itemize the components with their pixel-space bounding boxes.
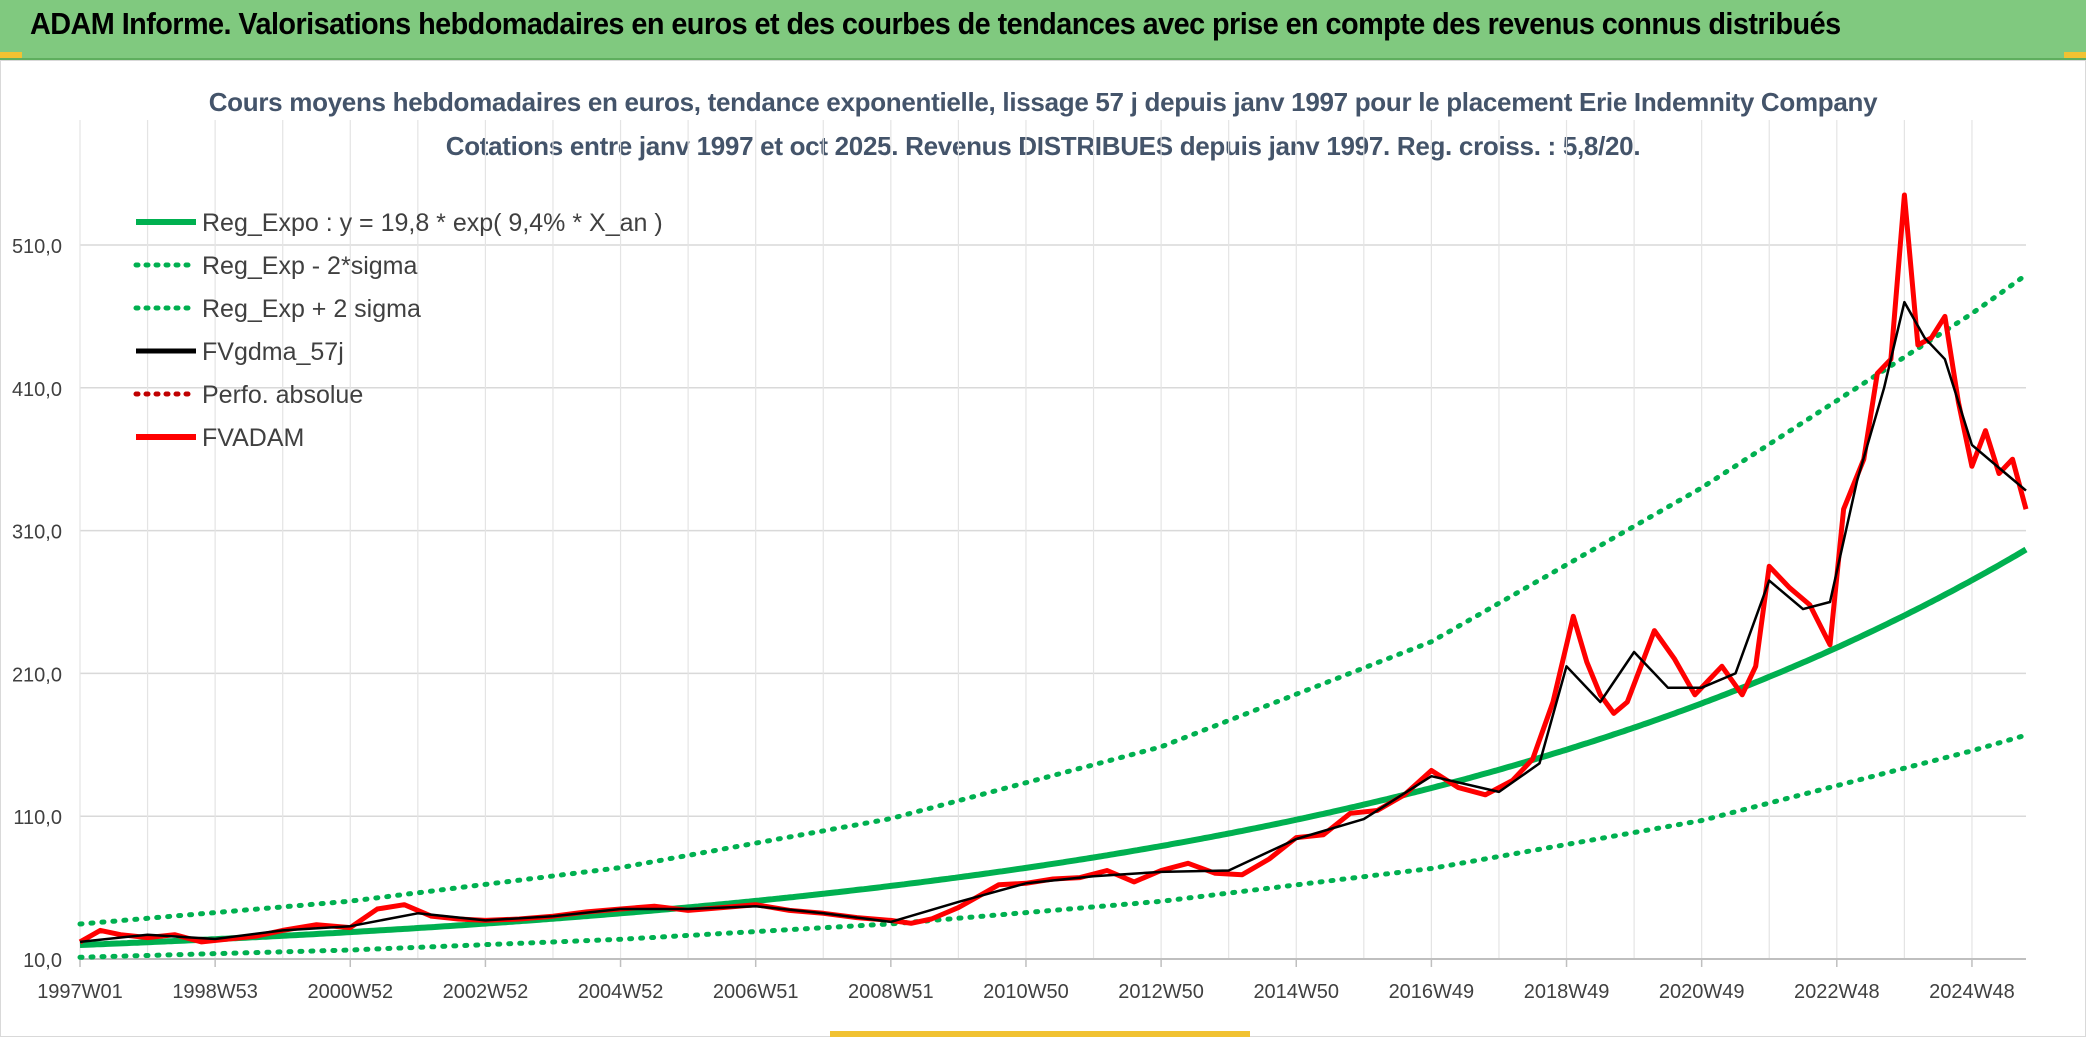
series-reg-minus-2sigma bbox=[77, 732, 2029, 960]
series-lines bbox=[77, 192, 2029, 960]
x-tick-label: 2014W50 bbox=[1253, 981, 1339, 1003]
report-title: ADAM Informe. Valorisations hebdomadaire… bbox=[30, 6, 1841, 41]
chart-subtitle: Cotations entre janv 1997 et oct 2025. R… bbox=[445, 131, 1641, 161]
x-tick-label: 2002W52 bbox=[443, 981, 529, 1003]
x-tick-label: 2008W51 bbox=[848, 981, 934, 1003]
report-header: ADAM Informe. Valorisations hebdomadaire… bbox=[0, 0, 2086, 60]
x-tick-label: 1998W53 bbox=[172, 981, 258, 1003]
series-reg-expo bbox=[79, 546, 2028, 948]
x-tick-label: 2000W52 bbox=[307, 981, 393, 1003]
header-accent-right bbox=[2064, 52, 2086, 58]
grid-lines bbox=[79, 120, 2026, 960]
axes: 10,0 110,0 210,0 310,0 410,0 510,0 1997W01 1998… bbox=[12, 236, 2026, 1003]
x-tick-label: 2022W48 bbox=[1794, 981, 1880, 1003]
y-tick-label: 110,0 bbox=[13, 807, 62, 829]
y-tick-label: 210,0 bbox=[12, 664, 62, 686]
legend-label: Reg_Exp - 2*sigma bbox=[202, 252, 417, 280]
y-tick-label: 410,0 bbox=[12, 379, 62, 401]
footer-accent bbox=[830, 1031, 1250, 1037]
series-fvadam bbox=[78, 192, 2029, 945]
x-tick-label: 1997W01 bbox=[37, 981, 123, 1003]
series-reg-plus-2sigma bbox=[77, 272, 2029, 927]
header-accent-left bbox=[0, 52, 22, 58]
legend-label: FVgdma_57j bbox=[202, 338, 344, 366]
x-tick-label: 2006W51 bbox=[713, 981, 799, 1003]
x-tick-label: 2018W49 bbox=[1524, 981, 1610, 1003]
x-tick-label: 2024W48 bbox=[1929, 981, 2015, 1003]
y-tick-label: 510,0 bbox=[12, 236, 62, 258]
x-tick-label: 2004W52 bbox=[578, 981, 664, 1003]
y-tick-label: 10,0 bbox=[23, 950, 62, 972]
x-tick-label: 2010W50 bbox=[983, 981, 1069, 1003]
legend: Reg_Expo : y = 19,8 * exp( 9,4% * X_an )… bbox=[133, 209, 663, 452]
x-tick-label: 2020W49 bbox=[1659, 981, 1745, 1003]
legend-label: FVADAM bbox=[202, 424, 304, 452]
x-tick-label: 2012W50 bbox=[1118, 981, 1204, 1003]
x-tick-label: 2016W49 bbox=[1389, 981, 1475, 1003]
legend-label: Perfo. absolue bbox=[202, 381, 363, 409]
legend-label: Reg_Expo : y = 19,8 * exp( 9,4% * X_an ) bbox=[202, 209, 663, 237]
series-fvgdma-57j bbox=[79, 300, 2027, 944]
y-tick-label: 310,0 bbox=[12, 522, 62, 544]
chart-title: Cours moyens hebdomadaires en euros, ten… bbox=[208, 87, 1878, 117]
legend-label: Reg_Exp + 2 sigma bbox=[202, 295, 421, 323]
